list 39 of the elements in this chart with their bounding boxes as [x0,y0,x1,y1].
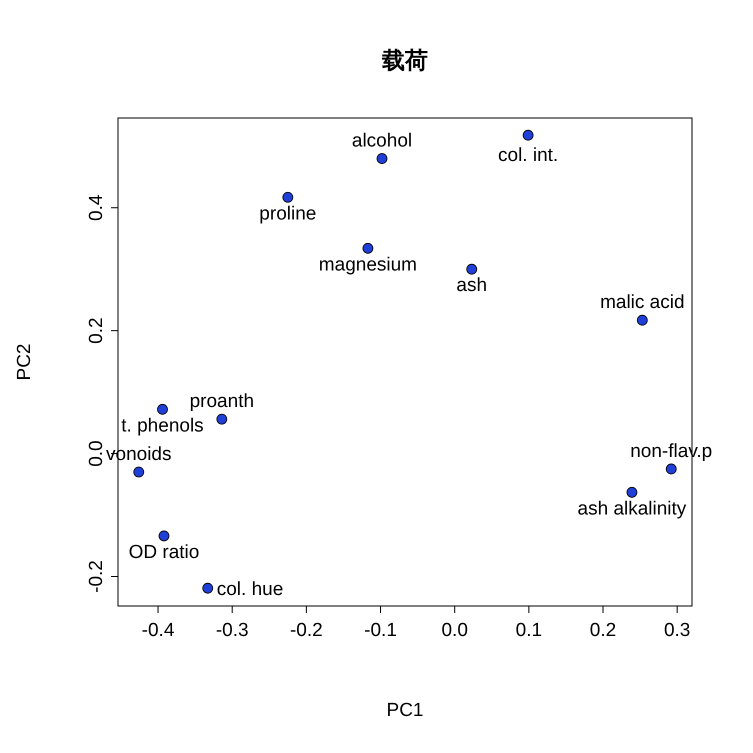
point [666,464,677,474]
annotation: OD ratio [128,542,200,563]
chart-title: 载荷 [381,47,428,73]
point [466,264,478,275]
annotation: ash [456,275,488,296]
x-tick-label: -0.1 [364,620,397,641]
point [216,414,228,425]
x-tick-label: 0.0 [441,620,468,641]
x-tick-label: -0.4 [142,620,175,641]
point [362,242,374,254]
y-tick-label: 0.0 [86,440,107,467]
annotation: alcohol [352,130,412,152]
annotation: proline [259,203,316,224]
annotation: t. phenols [121,415,204,436]
point [376,153,388,164]
x-tick-label: 0.1 [516,620,542,641]
x-tick-label: 0.2 [590,620,616,641]
point [202,582,214,594]
point [157,404,168,415]
point [522,130,534,141]
x-axis-title: PC1 [386,700,424,721]
y-tick-label: 0.4 [86,194,107,221]
y-tick-label: 0.2 [86,317,107,344]
annotation: col. hue [216,579,284,600]
annotation: ash alkalinity [578,498,687,520]
point [626,486,638,498]
point [282,192,294,203]
annotation: proanth [190,391,254,412]
x-tick-label: -0.2 [290,620,323,641]
y-axis-title: PC2 [14,344,35,380]
y-tick-label: -0.2 [86,560,107,593]
x-tick-label: -0.3 [216,620,249,641]
point [158,530,170,542]
annotation: magnesium [318,254,418,276]
annotation: col. int. [498,145,558,166]
point [133,466,144,478]
annotation: malic acid [600,292,685,314]
point [636,314,648,326]
x-tick-label: 0.3 [664,620,690,641]
